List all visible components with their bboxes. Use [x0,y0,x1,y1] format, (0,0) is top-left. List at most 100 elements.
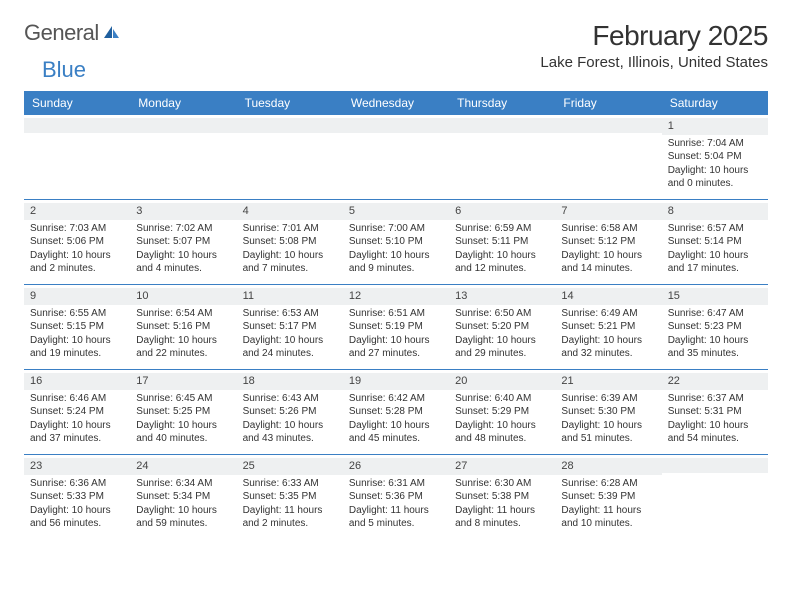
sunset-line: Sunset: 5:29 PM [455,405,549,419]
daylight-line: Daylight: 10 hours and 4 minutes. [136,249,230,276]
sunrise-line: Sunrise: 6:49 AM [561,307,655,321]
sunrise-line: Sunrise: 6:57 AM [668,222,762,236]
logo-text-general: General [24,20,99,46]
day-cell: 5Sunrise: 7:00 AMSunset: 5:10 PMDaylight… [343,200,449,284]
day-cell: 9Sunrise: 6:55 AMSunset: 5:15 PMDaylight… [24,285,130,369]
title-block: February 2025 Lake Forest, Illinois, Uni… [540,20,768,71]
day-number: 22 [662,373,768,390]
sunset-line: Sunset: 5:35 PM [243,490,337,504]
sunset-line: Sunset: 5:30 PM [561,405,655,419]
daylight-line: Daylight: 10 hours and 40 minutes. [136,419,230,446]
sunrise-line: Sunrise: 6:46 AM [30,392,124,406]
dow-header-row: Sunday Monday Tuesday Wednesday Thursday… [24,91,768,115]
day-number: 27 [449,458,555,475]
location: Lake Forest, Illinois, United States [540,54,768,71]
dow-wed: Wednesday [343,91,449,115]
sunset-line: Sunset: 5:21 PM [561,320,655,334]
day-cell: 4Sunrise: 7:01 AMSunset: 5:08 PMDaylight… [237,200,343,284]
day-cell [130,115,236,199]
sunset-line: Sunset: 5:34 PM [136,490,230,504]
sunset-line: Sunset: 5:16 PM [136,320,230,334]
daylight-line: Daylight: 10 hours and 17 minutes. [668,249,762,276]
daylight-line: Daylight: 11 hours and 2 minutes. [243,504,337,531]
daylight-line: Daylight: 10 hours and 14 minutes. [561,249,655,276]
sunrise-line: Sunrise: 7:03 AM [30,222,124,236]
day-cell: 1Sunrise: 7:04 AMSunset: 5:04 PMDaylight… [662,115,768,199]
calendar-page: General February 2025 Lake Forest, Illin… [0,0,792,559]
day-number: 15 [662,288,768,305]
day-cell: 14 Sunrise: 6:49 AMSunset: 5:21 PMDayligh… [555,285,661,369]
sunrise-line: Sunrise: 6:36 AM [30,477,124,491]
dow-thu: Thursday [449,91,555,115]
day-number: 10 [130,288,236,305]
sunset-line: Sunset: 5:14 PM [668,235,762,249]
day-number: 14 [555,288,661,305]
sunrise-line: Sunrise: 6:55 AM [30,307,124,321]
day-number: 4 [237,203,343,220]
day-number [237,118,343,133]
day-number: 2 [24,203,130,220]
daylight-line: Daylight: 10 hours and 59 minutes. [136,504,230,531]
day-cell: 12Sunrise: 6:51 AMSunset: 5:19 PMDayligh… [343,285,449,369]
daylight-line: Daylight: 11 hours and 8 minutes. [455,504,549,531]
daylight-line: Daylight: 10 hours and 7 minutes. [243,249,337,276]
sunrise-line: Sunrise: 6:33 AM [243,477,337,491]
day-number: 17 [130,373,236,390]
daylight-line: Daylight: 10 hours and 0 minutes. [668,164,762,191]
sunset-line: Sunset: 5:10 PM [349,235,443,249]
daylight-line: Daylight: 10 hours and 29 minutes. [455,334,549,361]
day-cell: 7Sunrise: 6:58 AMSunset: 5:12 PMDaylight… [555,200,661,284]
day-number: 11 [237,288,343,305]
daylight-line: Daylight: 10 hours and 2 minutes. [30,249,124,276]
daylight-line: Daylight: 11 hours and 5 minutes. [349,504,443,531]
day-cell: 16Sunrise: 6:46 AMSunset: 5:24 PMDayligh… [24,370,130,454]
day-cell: 17Sunrise: 6:45 AMSunset: 5:25 PMDayligh… [130,370,236,454]
sunrise-line: Sunrise: 6:54 AM [136,307,230,321]
sunrise-line: Sunrise: 7:04 AM [668,137,762,151]
daylight-line: Daylight: 10 hours and 32 minutes. [561,334,655,361]
daylight-line: Daylight: 10 hours and 27 minutes. [349,334,443,361]
sunset-line: Sunset: 5:19 PM [349,320,443,334]
day-number: 12 [343,288,449,305]
day-number [24,118,130,133]
sunrise-line: Sunrise: 6:28 AM [561,477,655,491]
day-cell: 18Sunrise: 6:43 AMSunset: 5:26 PMDayligh… [237,370,343,454]
day-cell: 3Sunrise: 7:02 AMSunset: 5:07 PMDaylight… [130,200,236,284]
sunrise-line: Sunrise: 6:31 AM [349,477,443,491]
sunrise-line: Sunrise: 6:39 AM [561,392,655,406]
sunset-line: Sunset: 5:12 PM [561,235,655,249]
day-cell: 11Sunrise: 6:53 AMSunset: 5:17 PMDayligh… [237,285,343,369]
day-number: 8 [662,203,768,220]
day-number: 26 [343,458,449,475]
daylight-line: Daylight: 10 hours and 37 minutes. [30,419,124,446]
sunrise-line: Sunrise: 6:42 AM [349,392,443,406]
daylight-line: Daylight: 10 hours and 24 minutes. [243,334,337,361]
day-cell: 13Sunrise: 6:50 AMSunset: 5:20 PMDayligh… [449,285,555,369]
day-cell: 22Sunrise: 6:37 AMSunset: 5:31 PMDayligh… [662,370,768,454]
dow-fri: Friday [555,91,661,115]
day-cell: 20Sunrise: 6:40 AMSunset: 5:29 PMDayligh… [449,370,555,454]
week-row: 23Sunrise: 6:36 AMSunset: 5:33 PMDayligh… [24,454,768,539]
sunset-line: Sunset: 5:36 PM [349,490,443,504]
sunrise-line: Sunrise: 6:34 AM [136,477,230,491]
sunrise-line: Sunrise: 6:50 AM [455,307,549,321]
day-cell [237,115,343,199]
dow-mon: Monday [130,91,236,115]
dow-sat: Saturday [662,91,768,115]
week-row: 1Sunrise: 7:04 AMSunset: 5:04 PMDaylight… [24,115,768,199]
sunrise-line: Sunrise: 7:02 AM [136,222,230,236]
day-number: 19 [343,373,449,390]
sunrise-line: Sunrise: 6:58 AM [561,222,655,236]
sunrise-line: Sunrise: 6:37 AM [668,392,762,406]
day-number [343,118,449,133]
sunset-line: Sunset: 5:23 PM [668,320,762,334]
day-number: 16 [24,373,130,390]
sunset-line: Sunset: 5:28 PM [349,405,443,419]
logo-sail-icon [102,20,122,46]
day-cell: 2Sunrise: 7:03 AMSunset: 5:06 PMDaylight… [24,200,130,284]
sunset-line: Sunset: 5:20 PM [455,320,549,334]
day-number: 24 [130,458,236,475]
daylight-line: Daylight: 10 hours and 9 minutes. [349,249,443,276]
daylight-line: Daylight: 10 hours and 12 minutes. [455,249,549,276]
sunset-line: Sunset: 5:26 PM [243,405,337,419]
